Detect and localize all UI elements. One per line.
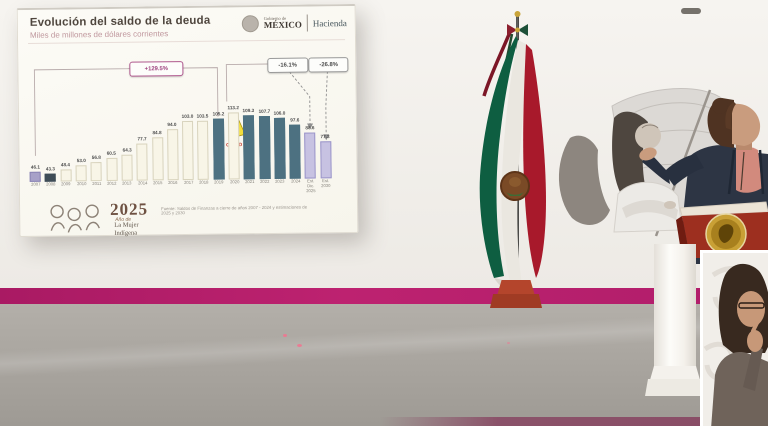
- bar-value-label: 113.2: [227, 105, 240, 111]
- interpreter-face: [737, 291, 765, 327]
- flag-base: [490, 294, 542, 308]
- bar: [289, 124, 301, 179]
- bar-value-label: 64.3: [122, 148, 132, 154]
- ribbon-tail: [482, 31, 512, 97]
- bar-slot: 103.0 2017: [179, 48, 196, 185]
- bar-slot: 43.3 2008: [41, 50, 58, 187]
- footer-caption-line1: La Mujer: [114, 221, 139, 229]
- bar-slot: 60.5 2012: [103, 49, 120, 186]
- bar-value-label: 43.3: [45, 167, 56, 173]
- bar: [243, 115, 256, 180]
- lanyard: [740, 151, 745, 191]
- bar-value-label: 77.7: [137, 137, 147, 142]
- bar: [75, 165, 87, 182]
- footer-caption-line2: Indígena: [114, 229, 138, 237]
- mexican-flag: [479, 11, 546, 306]
- bar-slot: 64.3 2013: [118, 49, 135, 186]
- flag-base: [497, 280, 535, 296]
- fuente-label: Fuente: Saldos de Finanzas a cierre de a…: [161, 205, 308, 216]
- bar-slot: 97.6 2024: [286, 47, 303, 184]
- bar: [273, 117, 286, 179]
- bar: [304, 132, 317, 179]
- white-column-base: [645, 379, 705, 396]
- bar-value-label: 105.2: [212, 112, 225, 118]
- footer-heads-icon: [50, 204, 100, 233]
- podium: [676, 201, 768, 258]
- bar: [136, 143, 148, 181]
- bar-value-label: 107.7: [258, 110, 270, 115]
- speaker-hand: [639, 147, 657, 161]
- bar-slot: 56.8 2011: [87, 49, 104, 186]
- bar: [227, 112, 240, 180]
- bar: [45, 173, 57, 182]
- interpreter-hand: [747, 330, 763, 352]
- bar-slot: 46.1 2007: [26, 50, 43, 187]
- accent-stripe: [0, 288, 768, 304]
- bar-value-label: 103.0: [181, 114, 194, 120]
- bar: [121, 154, 133, 181]
- bar: [60, 169, 72, 182]
- white-column: [654, 244, 696, 370]
- flag-white-stripe: [501, 40, 526, 284]
- bar-slot: 107.7 2022: [256, 47, 273, 184]
- speaker-face: [732, 103, 761, 146]
- bar-slot: 109.3 2021: [240, 47, 257, 185]
- ceiling-smudge: [681, 8, 701, 14]
- bar-slot: 105.2 2019: [210, 48, 227, 185]
- bar-value-label: 60.5: [106, 152, 117, 157]
- bar-value-label: 94.0: [167, 122, 177, 128]
- bar: [182, 121, 194, 181]
- glasses-icon: [738, 302, 765, 309]
- bar-value-label: 48.4: [61, 162, 71, 168]
- bar-value-label: 88.6: [305, 125, 315, 131]
- bar-slot: 84.8 2015: [148, 48, 165, 186]
- bar-slot: 103.5 2018: [194, 48, 211, 185]
- bar-slot: 48.4 2009: [57, 49, 74, 187]
- white-column-base: [650, 366, 700, 380]
- bar-value-label: 97.6: [290, 118, 300, 124]
- bar: [106, 158, 118, 181]
- bar-value-label: 103.5: [196, 114, 209, 120]
- laser-dot: [507, 342, 510, 344]
- bar-value-label: 53.0: [76, 158, 86, 164]
- interpreter: [703, 264, 768, 426]
- bar-value-label: 56.8: [91, 155, 101, 161]
- bar-slot: 77.7 2014: [133, 48, 150, 186]
- bar-slot: 94.0 2016: [164, 48, 181, 185]
- bar: [166, 129, 179, 181]
- bar-slot: 88.6 Est. Dic. 2025: [301, 46, 318, 194]
- bar: [212, 119, 225, 180]
- bar-value-label: 84.8: [152, 130, 162, 136]
- bar-slot: 53.0 2010: [72, 49, 89, 187]
- bar: [197, 120, 210, 180]
- flag-finial-icon: [514, 11, 521, 17]
- interpreter-inset: [700, 250, 768, 426]
- bar-value-label: 77.3: [320, 135, 331, 140]
- bar-slot: 77.3 Est. 2030: [317, 46, 334, 189]
- laser-dot: [297, 344, 302, 347]
- stage-edge-shadow: [380, 417, 768, 426]
- bar-value-label: 106.0: [273, 111, 286, 117]
- bar: [258, 116, 271, 180]
- bar-x-label: Est. 2030: [321, 179, 331, 189]
- bar-value-label: 109.3: [242, 108, 255, 114]
- speaker-blouse: [736, 147, 762, 193]
- flag-red-stripe: [523, 44, 546, 278]
- bar: [29, 171, 41, 182]
- bar-slot: 106.0 2023: [271, 47, 288, 184]
- bar: [151, 137, 164, 181]
- bar-value-label: 46.1: [30, 165, 40, 170]
- laser-dot: [283, 334, 287, 337]
- projection-slide: Evolución del saldo de la deuda Miles de…: [16, 3, 359, 238]
- bar: [90, 161, 103, 182]
- bar-slot: 113.2 2020: [225, 47, 242, 185]
- bars: 46.1 2007 43.3 2008 48.4 2009 53.0 2010 56.8 2011…: [26, 46, 334, 194]
- flag-green-stripe: [479, 36, 518, 278]
- floor: [0, 304, 768, 426]
- bar: [320, 141, 332, 179]
